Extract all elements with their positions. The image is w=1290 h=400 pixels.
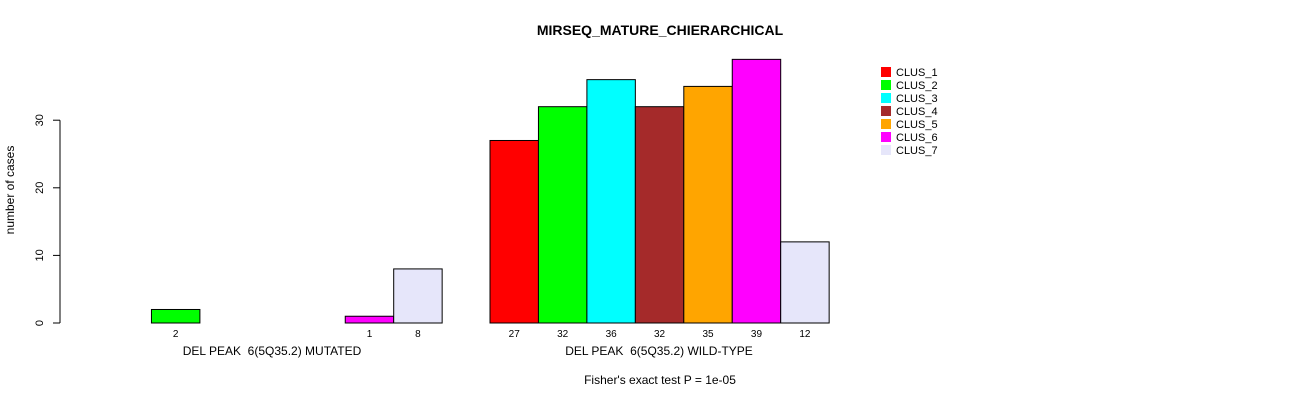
x-group-label-0: DEL PEAK 6(5Q35.2) MUTATED — [183, 344, 362, 358]
chart-title: MIRSEQ_MATURE_CHIERARCHICAL — [537, 22, 784, 38]
legend-label: CLUS_7 — [896, 145, 938, 157]
bar-clus_6-group-1 — [731, 58, 782, 324]
bar-value-label: 32 — [557, 329, 569, 340]
legend-swatch — [881, 145, 891, 155]
legend-swatch — [881, 119, 891, 129]
y-tick-label: 30 — [34, 114, 46, 126]
legend-label: CLUS_6 — [896, 132, 938, 144]
legend: CLUS_1CLUS_2CLUS_3CLUS_4CLUS_5CLUS_6CLUS… — [881, 67, 938, 157]
legend-swatch — [881, 93, 891, 103]
bar-value-label: 1 — [367, 329, 373, 340]
y-tick-label: 10 — [34, 249, 46, 261]
bars: 2 1 8 27 32 36 32 35 39 12 — [150, 58, 830, 340]
bar-clus_4-group-1 — [634, 106, 685, 324]
legend-swatch — [881, 80, 891, 90]
legend-label: CLUS_1 — [896, 67, 938, 79]
bar-value-label: 27 — [509, 329, 521, 340]
footnote: Fisher's exact test P = 1e-05 — [584, 373, 736, 387]
legend-swatch — [881, 106, 891, 116]
y-axis-label: number of cases — [3, 146, 17, 235]
bar-clus_7-group-1 — [780, 241, 830, 324]
y-axis: 0 10 20 30 — [34, 114, 61, 326]
bar-value-label: 12 — [799, 329, 811, 340]
bar-value-label: 2 — [173, 329, 179, 340]
legend-label: CLUS_5 — [896, 119, 938, 131]
legend-label: CLUS_2 — [896, 80, 938, 92]
bar-clus_6-group-0 — [344, 315, 395, 324]
legend-swatch — [881, 132, 891, 142]
bar-value-label: 36 — [606, 329, 618, 340]
x-group-label-1: DEL PEAK 6(5Q35.2) WILD-TYPE — [565, 344, 753, 358]
bar-clus_2-group-1 — [537, 106, 588, 324]
bar-value-label: 35 — [702, 329, 714, 340]
legend-label: CLUS_3 — [896, 93, 938, 105]
y-tick-label: 20 — [34, 182, 46, 194]
bar-clus_5-group-1 — [683, 85, 733, 324]
bar-value-label: 8 — [415, 329, 421, 340]
bar-clus_7-group-0 — [393, 268, 443, 324]
legend-swatch — [881, 67, 891, 77]
bar-clus_2-group-0 — [150, 308, 201, 324]
legend-label: CLUS_4 — [896, 106, 938, 118]
y-tick-label: 0 — [34, 320, 46, 326]
bar-clus_1-group-1 — [489, 139, 539, 324]
bar-value-label: 32 — [654, 329, 666, 340]
bar-value-label: 39 — [751, 329, 763, 340]
bar-clus_3-group-1 — [586, 79, 636, 324]
